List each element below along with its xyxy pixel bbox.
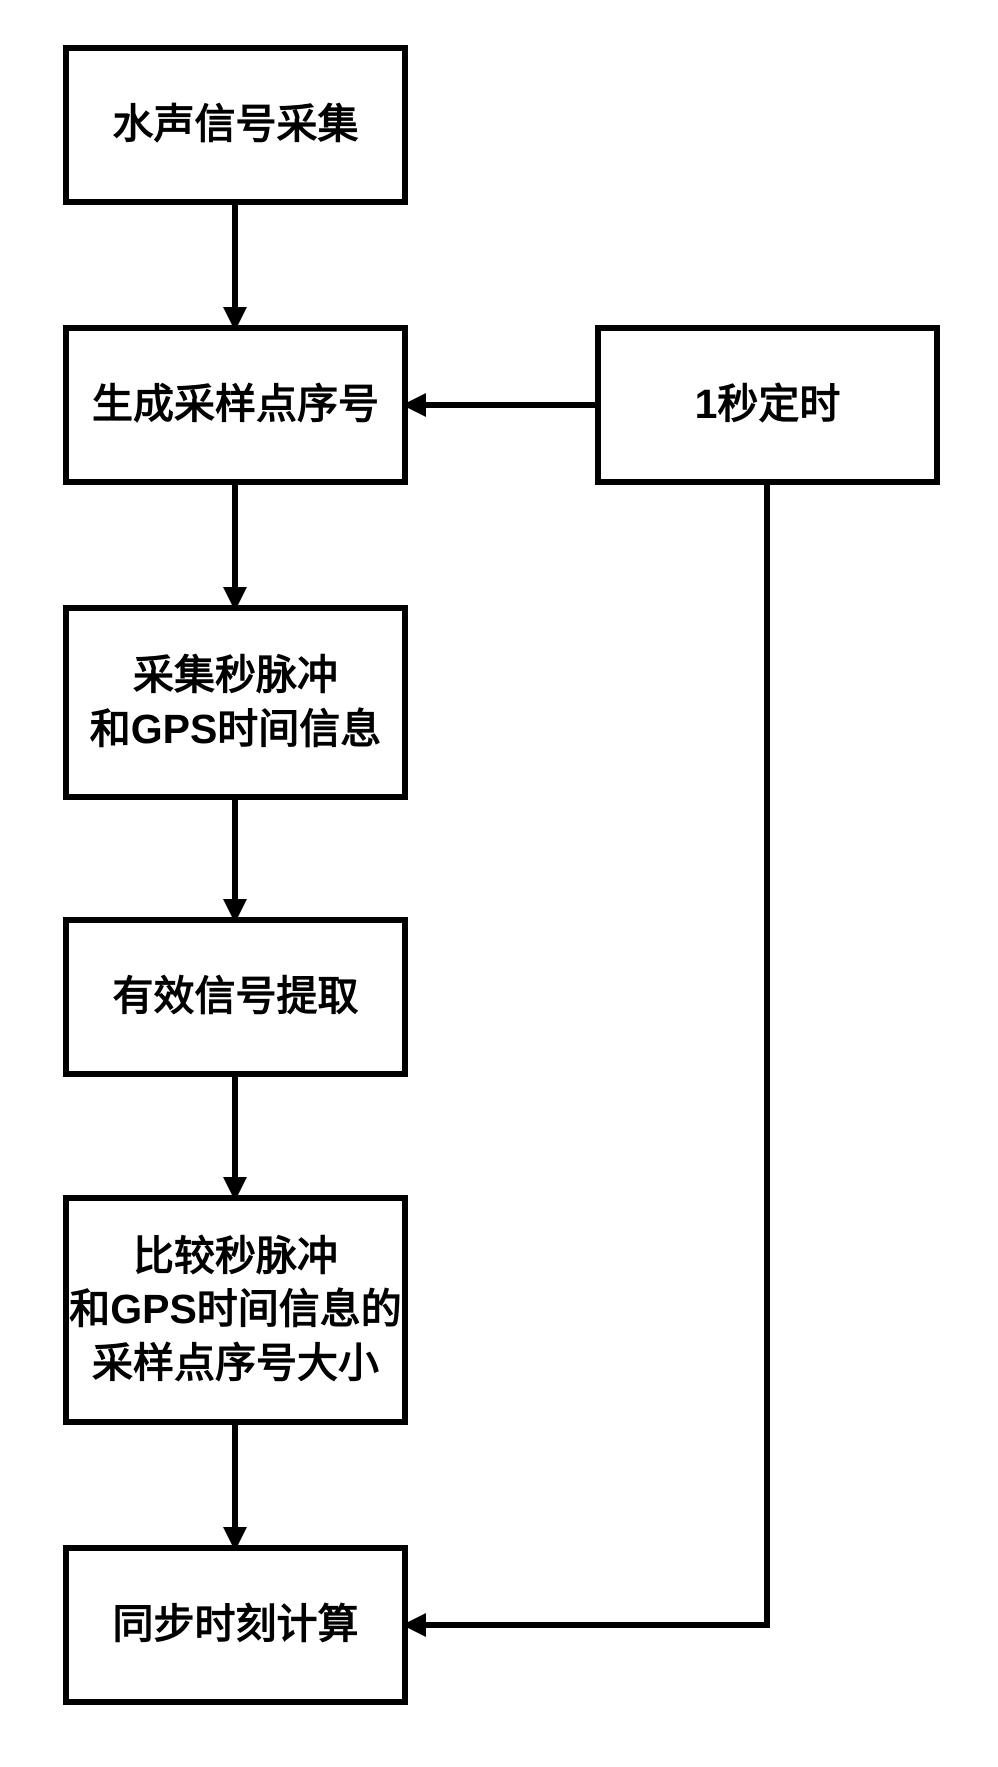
flow-edge bbox=[408, 485, 767, 1625]
